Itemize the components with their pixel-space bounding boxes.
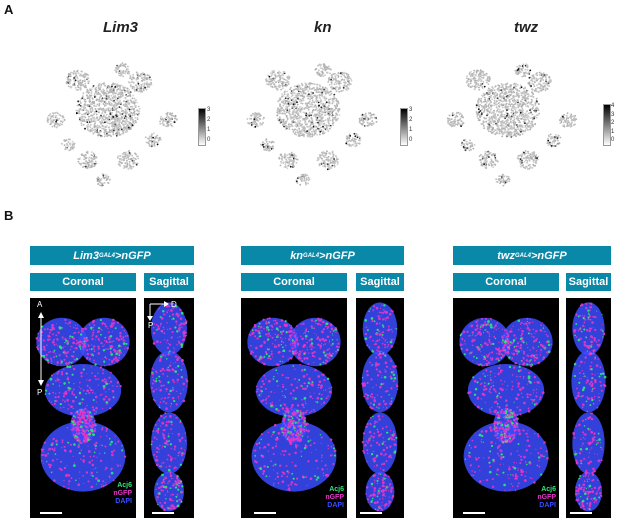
sagittal-image-twz (566, 298, 611, 518)
axis-label-d: D (171, 300, 177, 309)
scale-bar (463, 512, 485, 514)
coronal-image-twz (453, 298, 559, 518)
coronal-label-lim3: Coronal (30, 273, 136, 291)
sagittal-image-lim3 (144, 298, 194, 518)
panel-a-letter: A (4, 2, 14, 17)
coronal-image-lim3 (30, 298, 136, 518)
scale-bar (570, 512, 592, 514)
gene-title-lim3: Lim3 (103, 19, 139, 36)
coronal-image-kn (241, 298, 347, 518)
tsne-plot-lim3 (46, 62, 178, 187)
sagittal-label-kn: Sagittal (356, 273, 404, 291)
genotype-label-lim3: Lim3 GAL4 >nGFP (30, 246, 194, 265)
axis-arrow-dp (147, 301, 169, 321)
colorbar-ticks-kn: 3 2 1 0 (409, 107, 413, 143)
sagittal-label-lim3: Sagittal (144, 273, 194, 291)
channel-legend-2: Acj6 nGFP DAPI (325, 486, 344, 509)
scale-bar (152, 512, 174, 514)
channel-legend-1: Acj6 nGFP DAPI (113, 482, 132, 505)
genotype-label-kn: kn GAL4 >nGFP (241, 246, 404, 265)
gene-title-kn: kn (314, 19, 332, 36)
axis-label-a: A (37, 300, 43, 309)
colorbar-twz (603, 104, 611, 146)
tsne-plot-kn (246, 63, 378, 186)
sagittal-label-twz: Sagittal (566, 273, 611, 291)
axis-label-p-sagittal: P (148, 321, 154, 330)
colorbar-ticks-lim3: 3 2 1 0 (207, 107, 211, 143)
gene-title-twz: twz (514, 19, 539, 36)
colorbar-kn (400, 108, 408, 146)
tsne-plot-twz (446, 63, 578, 187)
sagittal-image-kn (356, 298, 404, 518)
scale-bar (254, 512, 276, 514)
colorbar-lim3 (198, 108, 206, 146)
axis-arrow-ap (38, 312, 44, 386)
channel-legend-3: Acj6 nGFP DAPI (537, 486, 556, 509)
axis-label-p: P (37, 388, 43, 397)
panel-b-letter: B (4, 208, 14, 223)
colorbar-ticks-twz: 4 3 2 1 0 (611, 103, 615, 143)
genotype-label-twz: twz GAL4 >nGFP (453, 246, 611, 265)
coronal-label-kn: Coronal (241, 273, 347, 291)
coronal-label-twz: Coronal (453, 273, 559, 291)
scale-bar (360, 512, 382, 514)
scale-bar (40, 512, 62, 514)
